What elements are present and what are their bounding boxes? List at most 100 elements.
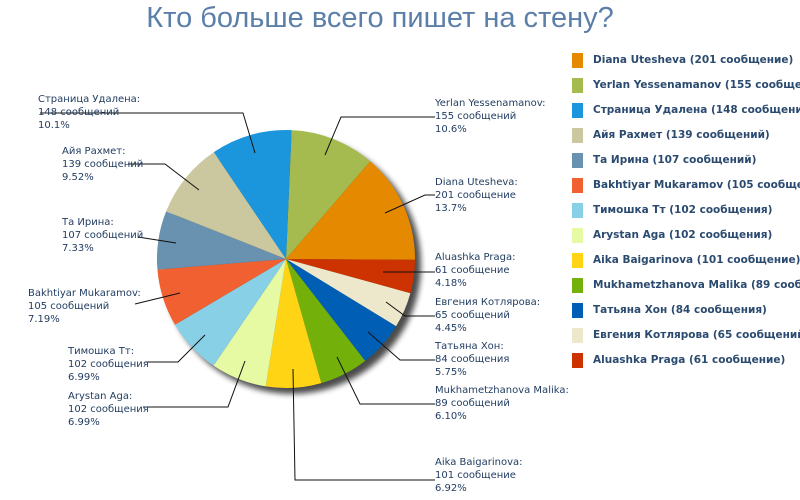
data-label: Евгения Котлярова: 65 сообщений 4.45% bbox=[435, 296, 540, 335]
data-label: Yerlan Yessenamanov: 155 сообщений 10.6% bbox=[435, 97, 546, 136]
pie-slice[interactable] bbox=[286, 259, 411, 327]
legend-swatch bbox=[572, 278, 583, 293]
data-label-line: 6.92% bbox=[435, 483, 467, 494]
data-label-line: 201 сообщение bbox=[435, 190, 516, 201]
legend-item[interactable]: Aluashka Praga (61 сообщение) bbox=[572, 353, 800, 378]
data-label-line: 4.18% bbox=[435, 278, 467, 289]
leader-line bbox=[145, 334, 206, 363]
leader-line bbox=[40, 112, 256, 154]
legend-label: Aika Baigarinova (101 сообщение) bbox=[593, 254, 800, 266]
data-label: Aika Baigarinova: 101 сообщение 6.92% bbox=[435, 456, 523, 495]
leader-line bbox=[336, 356, 435, 405]
pie-slice[interactable] bbox=[286, 161, 415, 260]
pie-slice[interactable] bbox=[286, 259, 415, 294]
legend-item[interactable]: Arystan Aga (102 сообщения) bbox=[572, 228, 800, 253]
data-label-line: Страница Удалена: bbox=[38, 94, 141, 105]
pie-slice[interactable] bbox=[213, 259, 286, 387]
data-label-line: Diana Utesheva: bbox=[435, 177, 518, 188]
data-label-line: Та Ирина: bbox=[62, 217, 114, 228]
data-label-line: 9.52% bbox=[62, 172, 94, 183]
pie-slice[interactable] bbox=[286, 259, 366, 384]
pie-slice[interactable] bbox=[286, 259, 397, 361]
legend-item[interactable]: Евгения Котлярова (65 сообщений) bbox=[572, 328, 800, 353]
data-label-line: Mukhametzhanova Malika: bbox=[435, 385, 569, 396]
data-label-line: 6.10% bbox=[435, 411, 467, 422]
pie-slice[interactable] bbox=[174, 259, 286, 366]
data-label-line: 139 сообщений bbox=[62, 159, 144, 170]
leader-line bbox=[385, 301, 435, 317]
legend-swatch bbox=[572, 103, 583, 118]
data-label-line: 89 сообщений bbox=[435, 398, 510, 409]
legend-label: Mukhametzhanova Malika (89 сообщений) bbox=[593, 279, 800, 291]
data-label: Arystan Aga: 102 сообщения 6.99% bbox=[68, 390, 149, 429]
data-label: Айя Рахмет: 139 сообщений 9.52% bbox=[62, 145, 143, 184]
data-label-line: 65 сообщений bbox=[435, 310, 510, 321]
legend-swatch bbox=[572, 353, 583, 368]
leader-line bbox=[367, 331, 435, 361]
data-label: Bakhtiyar Mukaramov: 105 сообщений 7.19% bbox=[28, 287, 141, 326]
legend-item[interactable]: Тимошка Тт (102 сообщения) bbox=[572, 203, 800, 228]
data-label-line: Bakhtiyar Mukaramov: bbox=[28, 288, 141, 299]
data-label-line: Татьяна Хон: bbox=[435, 341, 504, 352]
data-label-line: 13.7% bbox=[435, 203, 467, 214]
legend-label: Diana Utesheva (201 сообщение) bbox=[593, 54, 794, 66]
data-label-line: Aluashka Praga: bbox=[435, 252, 516, 263]
data-label-line: Arystan Aga: bbox=[68, 391, 133, 402]
leader-line bbox=[384, 194, 435, 214]
pie-slice[interactable] bbox=[157, 259, 286, 325]
leader-line bbox=[324, 116, 435, 156]
data-label-line: 155 сообщений bbox=[435, 111, 517, 122]
data-label-line: 84 сообщения bbox=[435, 354, 510, 365]
legend-item[interactable]: Diana Utesheva (201 сообщение) bbox=[572, 53, 800, 78]
data-label: Diana Utesheva: 201 сообщение 13.7% bbox=[435, 176, 518, 215]
data-label-line: 10.1% bbox=[38, 120, 70, 131]
data-label-line: 7.19% bbox=[28, 314, 60, 325]
legend-label: Aluashka Praga (61 сообщение) bbox=[593, 354, 786, 366]
legend-label: Страница Удалена (148 сообщений) bbox=[593, 104, 800, 116]
legend-item[interactable]: Aika Baigarinova (101 сообщение) bbox=[572, 253, 800, 278]
legend-swatch bbox=[572, 178, 583, 193]
pie-slice[interactable] bbox=[166, 152, 286, 259]
pie-slice[interactable] bbox=[265, 259, 322, 388]
legend-label: Татьяна Хон (84 сообщения) bbox=[593, 304, 767, 316]
pie-slice[interactable] bbox=[213, 129, 292, 259]
data-label: Страница Удалена: 148 сообщений 10.1% bbox=[38, 93, 140, 132]
legend-label: Bakhtiyar Mukaramov (105 сообщений) bbox=[593, 179, 800, 191]
legend-item[interactable]: Страница Удалена (148 сообщений) bbox=[572, 103, 800, 128]
leader-line bbox=[292, 368, 435, 481]
data-label-line: 102 сообщения bbox=[68, 404, 149, 415]
legend-swatch bbox=[572, 203, 583, 218]
legend-swatch bbox=[572, 153, 583, 168]
legend-item[interactable]: Айя Рахмет (139 сообщений) bbox=[572, 128, 800, 153]
data-label-line: 101 сообщение bbox=[435, 470, 516, 481]
data-label: Тимошка Тт: 102 сообщения 6.99% bbox=[68, 345, 149, 384]
data-label-line: Евгения Котлярова: bbox=[435, 297, 541, 308]
data-label: Aluashka Praga: 61 сообщение 4.18% bbox=[435, 251, 516, 290]
legend-label: Yerlan Yessenamanov (155 сообщений) bbox=[593, 79, 800, 91]
legend-label: Та Ирина (107 сообщений) bbox=[593, 154, 757, 166]
leader-line bbox=[134, 292, 181, 305]
data-label-line: 105 сообщений bbox=[28, 301, 110, 312]
legend-label: Тимошка Тт (102 сообщения) bbox=[593, 204, 773, 216]
chart-title: Кто больше всего пишет на стену? bbox=[146, 2, 614, 34]
legend-item[interactable]: Bakhtiyar Mukaramov (105 сообщений) bbox=[572, 178, 800, 203]
legend-swatch bbox=[572, 253, 583, 268]
pie-slice[interactable] bbox=[157, 211, 286, 270]
data-label-line: 6.99% bbox=[68, 417, 100, 428]
pie-slice[interactable] bbox=[286, 130, 371, 259]
legend-item[interactable]: Yerlan Yessenamanov (155 сообщений) bbox=[572, 78, 800, 103]
leader-line bbox=[128, 163, 200, 191]
data-label-line: 107 сообщений bbox=[62, 230, 144, 241]
legend-label: Айя Рахмет (139 сообщений) bbox=[593, 129, 770, 141]
data-label: Mukhametzhanova Malika: 89 сообщений 6.10% bbox=[435, 384, 569, 423]
legend-swatch bbox=[572, 303, 583, 318]
legend-item[interactable]: Татьяна Хон (84 сообщения) bbox=[572, 303, 800, 328]
legend-item[interactable]: Mukhametzhanova Malika (89 сообщений) bbox=[572, 278, 800, 303]
legend-label: Евгения Котлярова (65 сообщений) bbox=[593, 329, 800, 341]
legend-item[interactable]: Та Ирина (107 сообщений) bbox=[572, 153, 800, 178]
data-label-line: 6.99% bbox=[68, 372, 100, 383]
data-label-line: Aika Baigarinova: bbox=[435, 457, 523, 468]
data-label-line: 7.33% bbox=[62, 243, 94, 254]
